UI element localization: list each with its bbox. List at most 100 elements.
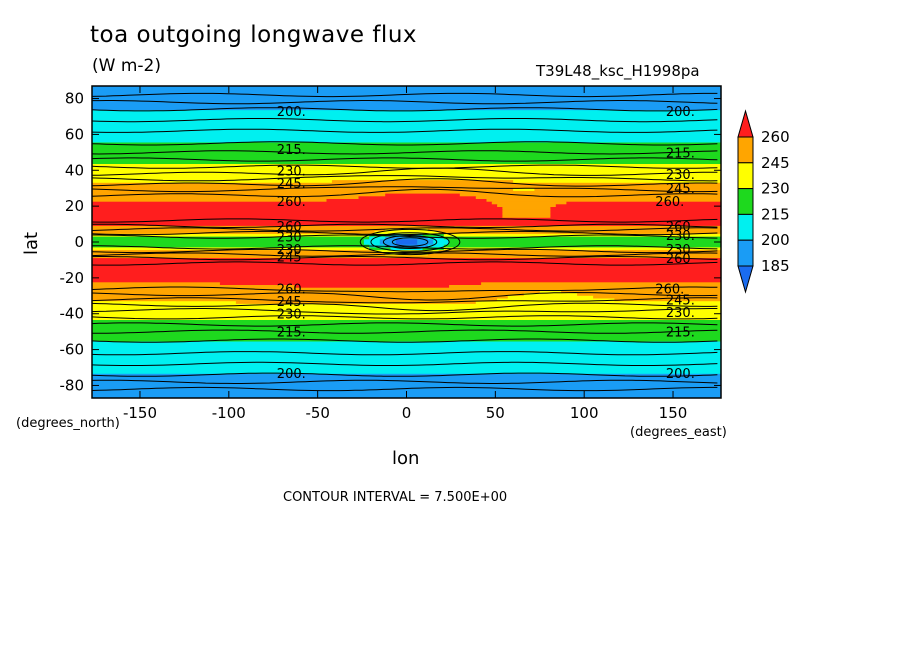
field-cell (385, 228, 429, 232)
field-cell (92, 209, 503, 213)
field-cell (92, 357, 721, 361)
field-cell (539, 290, 562, 294)
x-tick-label: -50 (305, 404, 330, 422)
contour-line-layer (92, 92, 718, 392)
contour-label: 230 (277, 231, 302, 246)
y-tick-label: 80 (65, 90, 84, 108)
colorbar-label: 215 (761, 205, 790, 223)
contour-label: 200. (666, 105, 695, 120)
contour-label: 260 (666, 252, 691, 267)
field-cell (92, 341, 721, 345)
contour-line (92, 92, 718, 98)
field-cell (449, 239, 721, 243)
contour-label: 215. (277, 326, 306, 341)
field-cell (92, 279, 721, 283)
field-cell (92, 282, 221, 286)
contour-label: 245. (666, 293, 695, 308)
contour-line (391, 237, 429, 247)
x-tick-label: 100 (570, 404, 599, 422)
x-tick-label: 50 (486, 404, 505, 422)
field-cell (92, 217, 721, 222)
contour-line (92, 261, 718, 266)
y-tick-label: -80 (60, 376, 85, 394)
contour-label: 230. (666, 306, 695, 321)
field-cell (395, 239, 418, 243)
contour-label: 230. (666, 229, 695, 244)
field-cell (92, 328, 721, 332)
field-cell (92, 371, 721, 375)
contour-line (92, 322, 718, 327)
field-cell (92, 346, 721, 351)
field-cell (513, 188, 535, 192)
y-tick-label: 60 (65, 125, 84, 143)
field-cell (92, 314, 721, 318)
contour-label: 260. (655, 283, 684, 298)
contour-line (92, 361, 718, 366)
field-cell (92, 199, 328, 203)
field-cell (561, 290, 721, 294)
field-cell (379, 242, 397, 246)
field-cell (92, 301, 237, 305)
chart-title: toa outgoing longwave flux (90, 22, 418, 48)
contour-line (92, 175, 718, 182)
field-cell (92, 220, 721, 224)
contour-line (92, 118, 718, 123)
field-cell (379, 239, 397, 243)
colorbar-segment (737, 136, 754, 164)
field-cell (497, 298, 615, 302)
field-cell (92, 196, 360, 200)
contour-label: 245 (277, 250, 302, 265)
field-cell (92, 126, 721, 130)
contour-label: 230. (277, 308, 306, 323)
field-cell (92, 161, 721, 165)
contour-label: 245. (666, 182, 695, 197)
contour-line (92, 218, 718, 223)
contour-line (92, 386, 718, 392)
field-cell (294, 285, 450, 289)
contour-line (92, 178, 718, 187)
chart-units: (W m-2) (92, 56, 161, 76)
contour-line (92, 230, 718, 236)
contour-line (92, 351, 718, 356)
x-tick-label: -100 (212, 404, 246, 422)
field-cell (92, 260, 721, 265)
field-cell (92, 104, 721, 109)
field-cell (92, 107, 721, 111)
contour-line (92, 234, 718, 239)
field-cell (92, 244, 370, 248)
field-cell (92, 277, 721, 281)
contour-line (92, 248, 718, 254)
field-cell (92, 131, 721, 135)
colorbar-segment (737, 213, 754, 241)
field-cell (92, 239, 365, 243)
field-cell (92, 139, 721, 144)
field-cell (502, 207, 551, 211)
colorbar-label: 245 (761, 154, 790, 172)
field-cell (92, 123, 721, 127)
field-cell (92, 155, 721, 160)
field-cell (92, 137, 721, 141)
field-cell (427, 228, 721, 232)
field-cell (92, 365, 721, 369)
field-cell (92, 266, 721, 270)
colorbar-segment (737, 162, 754, 190)
contour-line (92, 329, 718, 334)
contour-line (92, 252, 718, 257)
contour-line (92, 100, 718, 105)
field-cell (92, 190, 721, 195)
field-cell (92, 271, 721, 275)
field-cell (92, 268, 721, 273)
contour-label: 215. (666, 146, 695, 161)
field-cell (502, 215, 551, 219)
contour-label: 260. (277, 195, 306, 210)
contour-label: 230. (666, 168, 695, 183)
field-cell (92, 368, 721, 372)
field-cell (363, 242, 381, 246)
field-cell (92, 147, 721, 152)
field-cell (491, 201, 567, 205)
contour-label: 215. (277, 143, 306, 158)
field-cell (550, 212, 721, 216)
field-cell (502, 209, 551, 213)
field-cell (555, 204, 721, 208)
